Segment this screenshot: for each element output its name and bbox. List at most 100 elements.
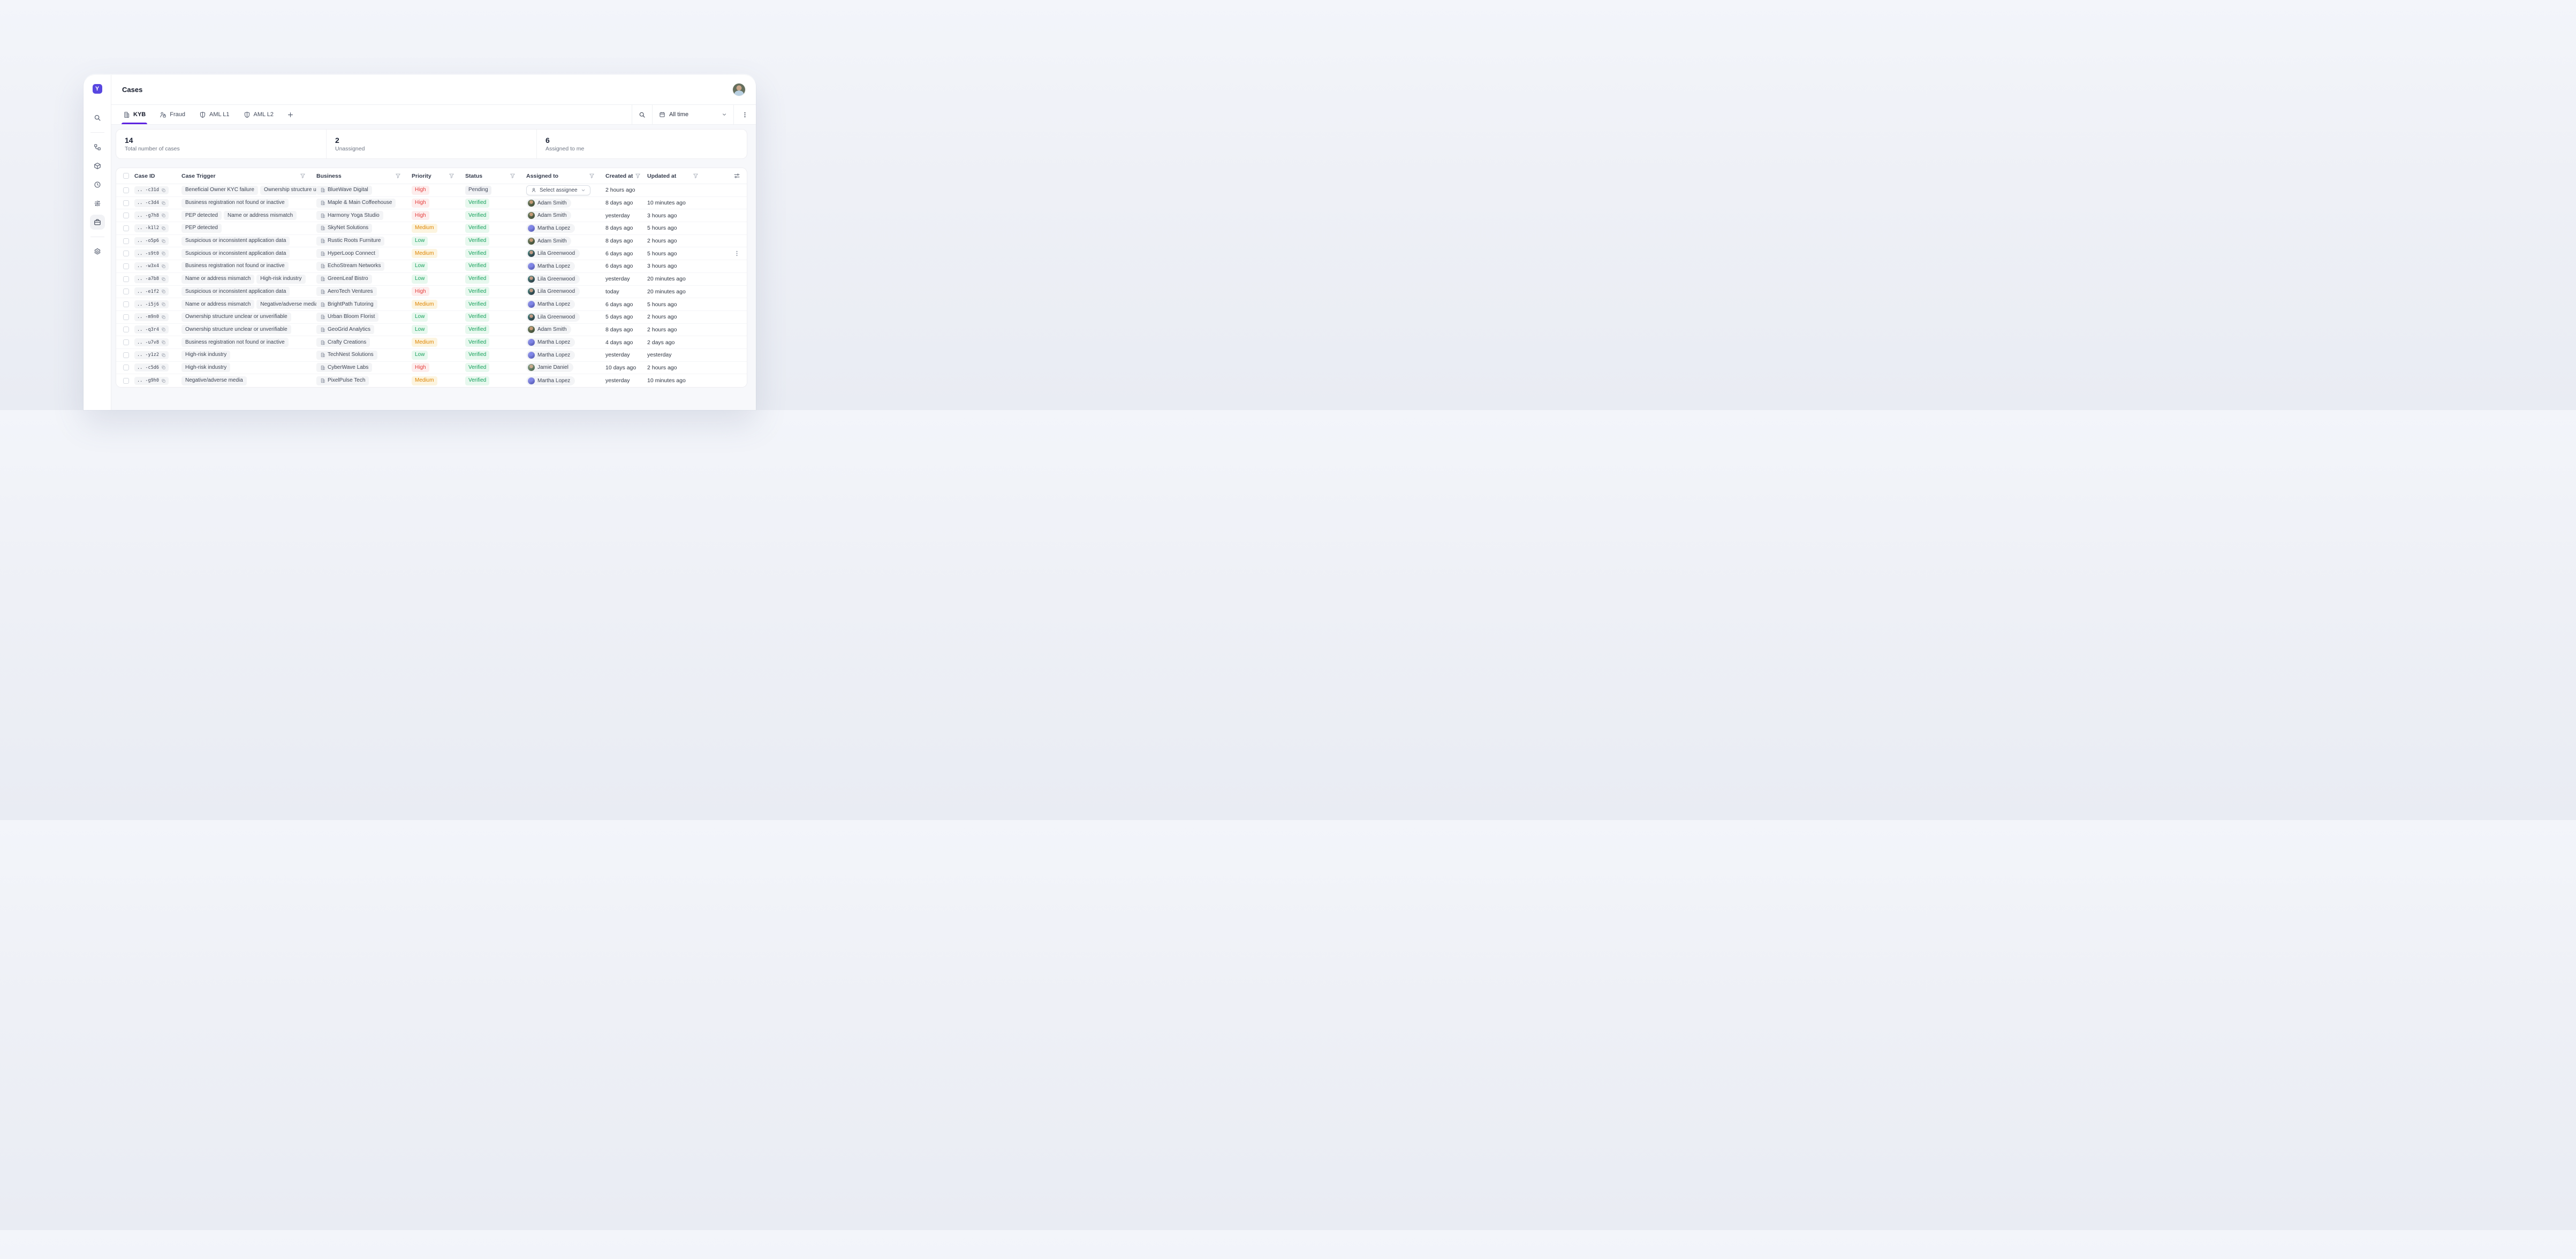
assignee-pill[interactable]: Adam Smith (526, 325, 571, 334)
table-row[interactable]: .. -c31d Beneficial Owner KYC failureOwn… (116, 184, 747, 197)
status-badge: Verified (465, 313, 489, 322)
copy-icon[interactable] (161, 340, 166, 345)
copy-icon[interactable] (161, 213, 166, 218)
assignee-pill[interactable]: Martha Lopez (526, 224, 575, 233)
copy-icon[interactable] (161, 302, 166, 307)
assignee-pill[interactable]: Adam Smith (526, 237, 571, 246)
table-row[interactable]: .. -u7v8 Business registration not found… (116, 336, 747, 349)
select-assignee-button[interactable]: Select assignee (526, 185, 590, 195)
assignee-pill[interactable]: Martha Lopez (526, 262, 575, 271)
column-settings-icon[interactable] (733, 172, 740, 179)
status-badge: Verified (465, 363, 489, 372)
date-range-dropdown[interactable]: All time (652, 105, 733, 124)
updated-at-value: 5 hours ago (647, 301, 677, 308)
sidebar-item-products[interactable] (90, 158, 105, 173)
tab-kyb[interactable]: KYB (116, 105, 153, 124)
row-checkbox[interactable] (123, 251, 129, 256)
sidebar-item-cases[interactable] (90, 215, 105, 230)
row-checkbox[interactable] (123, 339, 129, 345)
copy-icon[interactable] (161, 315, 166, 320)
row-checkbox[interactable] (123, 263, 129, 269)
row-checkbox[interactable] (123, 301, 129, 307)
row-menu-icon[interactable] (733, 250, 740, 257)
tab-aml-l1[interactable]: AML L1 (192, 105, 237, 124)
copy-icon[interactable] (161, 251, 166, 256)
assignee-avatar (528, 288, 535, 295)
toolbar-more-button[interactable] (733, 105, 756, 124)
copy-icon[interactable] (161, 226, 166, 231)
copy-icon[interactable] (161, 289, 166, 294)
table-row[interactable]: .. -e1f2 Suspicious or inconsistent appl… (116, 286, 747, 299)
row-checkbox[interactable] (123, 225, 129, 231)
assignee-pill[interactable]: Jamie Daniel (526, 363, 573, 372)
table-row[interactable]: .. -y1z2 High-risk industry TechNest Sol… (116, 349, 747, 362)
copy-icon[interactable] (161, 264, 166, 269)
created-at-value: today (605, 289, 619, 295)
table-row[interactable]: .. -s9t0 Suspicious or inconsistent appl… (116, 247, 747, 260)
user-avatar[interactable] (733, 84, 745, 96)
sidebar-search-button[interactable] (90, 110, 105, 125)
table-row[interactable]: .. -q3r4 Ownership structure unclear or … (116, 324, 747, 337)
sidebar-item-settings[interactable] (90, 244, 105, 259)
copy-icon[interactable] (161, 378, 166, 383)
table-row[interactable]: .. -w3x4 Business registration not found… (116, 260, 747, 273)
assignee-pill[interactable]: Martha Lopez (526, 300, 575, 309)
assignee-pill[interactable]: Lila Greenwood (526, 275, 580, 284)
assignee-pill[interactable]: Lila Greenwood (526, 313, 580, 322)
copy-icon[interactable] (161, 188, 166, 193)
table-row[interactable]: .. -c5d6 High-risk industry CyberWave La… (116, 362, 747, 375)
row-checkbox[interactable] (123, 200, 129, 206)
tab-aml-l2[interactable]: AML L2 (237, 105, 281, 124)
filter-funnel-icon[interactable] (449, 173, 454, 179)
table-row[interactable]: .. -a7b8 Name or address mismatchHigh-ri… (116, 273, 747, 286)
row-checkbox[interactable] (123, 327, 129, 332)
row-checkbox[interactable] (123, 365, 129, 370)
row-checkbox[interactable] (123, 276, 129, 282)
row-checkbox[interactable] (123, 352, 129, 358)
copy-icon[interactable] (161, 277, 166, 282)
priority-badge: Low (412, 262, 428, 271)
assignee-pill[interactable]: Lila Greenwood (526, 249, 580, 258)
filter-funnel-icon[interactable] (300, 173, 306, 179)
copy-icon[interactable] (161, 239, 166, 244)
table-row[interactable]: .. -m9n0 Ownership structure unclear or … (116, 311, 747, 324)
assignee-pill[interactable]: Martha Lopez (526, 376, 575, 385)
table-row[interactable]: .. -c3d4 Business registration not found… (116, 197, 747, 210)
app-logo[interactable]: Y (93, 84, 102, 94)
copy-icon[interactable] (161, 353, 166, 358)
assignee-pill[interactable]: Adam Smith (526, 211, 571, 220)
trigger-chip: Business registration not found or inact… (181, 338, 289, 347)
select-all-checkbox[interactable] (123, 173, 129, 179)
assignee-pill[interactable]: Lila Greenwood (526, 287, 580, 296)
copy-icon[interactable] (161, 201, 166, 206)
copy-icon[interactable] (161, 365, 166, 370)
assignee-pill[interactable]: Adam Smith (526, 199, 571, 208)
assignee-pill[interactable]: Martha Lopez (526, 338, 575, 347)
filter-funnel-icon[interactable] (589, 173, 595, 179)
tab-fraud[interactable]: Fraud (153, 105, 192, 124)
business-chip: Harmony Yoga Studio (316, 211, 383, 220)
add-tab-button[interactable] (281, 105, 300, 124)
row-checkbox[interactable] (123, 187, 129, 193)
filter-funnel-icon[interactable] (510, 173, 516, 179)
copy-icon[interactable] (161, 327, 166, 332)
table-row[interactable]: .. -k1l2 PEP detected SkyNet Solutions M… (116, 222, 747, 235)
row-checkbox[interactable] (123, 378, 129, 384)
assignee-pill[interactable]: Martha Lopez (526, 351, 575, 360)
row-checkbox[interactable] (123, 213, 129, 218)
filter-funnel-icon[interactable] (635, 173, 641, 179)
app-logo-glyph: Y (95, 86, 99, 92)
row-checkbox[interactable] (123, 289, 129, 294)
row-checkbox[interactable] (123, 314, 129, 320)
sidebar-item-workflows[interactable] (90, 140, 105, 155)
table-row[interactable]: .. -i5j6 Name or address mismatchNegativ… (116, 298, 747, 311)
table-row[interactable]: .. -g9h0 Negative/adverse media PixelPul… (116, 374, 747, 387)
sidebar-item-calculations[interactable] (90, 196, 105, 211)
row-checkbox[interactable] (123, 238, 129, 244)
table-search-button[interactable] (632, 105, 652, 124)
sidebar-item-history[interactable] (90, 177, 105, 192)
filter-funnel-icon[interactable] (693, 173, 699, 179)
filter-funnel-icon[interactable] (395, 173, 401, 179)
table-row[interactable]: .. -o5p6 Suspicious or inconsistent appl… (116, 235, 747, 248)
table-row[interactable]: .. -g7h8 PEP detectedName or address mis… (116, 209, 747, 222)
